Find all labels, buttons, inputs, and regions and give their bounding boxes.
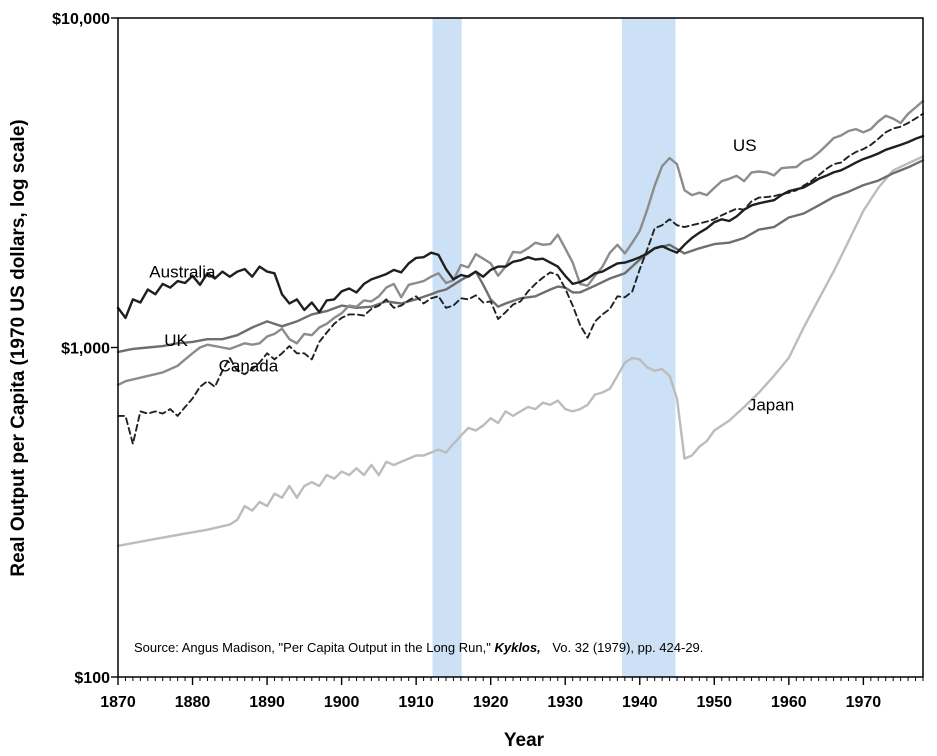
x-tick-label-1960: 1960 [771, 694, 807, 711]
x-tick-label-1940: 1940 [622, 694, 658, 711]
x-tick-label-1870: 1870 [100, 694, 136, 711]
series-label-canada: Canada [219, 357, 279, 376]
x-tick-label-1890: 1890 [249, 694, 285, 711]
series-line-japan [116, 155, 925, 548]
source-note: Source: Angus Madison, "Per Capita Outpu… [134, 640, 703, 655]
x-tick-label-1900: 1900 [324, 694, 360, 711]
source-suffix: Vo. 32 (1979), pp. 424-29. [552, 640, 703, 655]
source-prefix: Source: Angus Madison, "Per Capita Outpu… [134, 640, 491, 655]
x-tick-label-1910: 1910 [398, 694, 434, 711]
x-axis-title: Year [504, 730, 545, 751]
series-line-canada [117, 112, 924, 445]
series-label-japan: Japan [748, 395, 794, 414]
series-line-uk [116, 159, 925, 354]
series-labels: Australia US UK Canada Japan [149, 136, 794, 414]
y-tick-label-1000: $1,000 [61, 341, 110, 358]
series-label-australia: Australia [149, 263, 216, 282]
y-axis-title: Real Output per Capita (1970 US dollars,… [8, 119, 29, 576]
x-tick-label-1950: 1950 [696, 694, 732, 711]
series-line-australia [116, 134, 925, 320]
x-tick-label-1920: 1920 [473, 694, 509, 711]
x-tick-label-1970: 1970 [846, 694, 882, 711]
y-axis: $100 $1,000 $10,000 [52, 11, 118, 687]
series-line-us [116, 99, 925, 387]
series-label-us: US [733, 136, 757, 155]
plot-frame [117, 17, 924, 678]
x-axis: 1870 1880 1890 1900 1910 1920 1930 1940 1950 1960… [100, 677, 924, 711]
y-tick-label-10000: $10,000 [52, 11, 110, 28]
y-tick-label-100: $100 [74, 670, 110, 687]
shaded-period-1 [432, 18, 462, 677]
shaded-period-2 [621, 18, 676, 677]
x-tick-label-1880: 1880 [175, 694, 211, 711]
source-journal: Kyklos, [494, 640, 540, 655]
x-tick-label-1930: 1930 [547, 694, 583, 711]
series-label-uk: UK [164, 331, 188, 350]
shaded-periods [432, 18, 676, 677]
series-lines [116, 99, 925, 548]
